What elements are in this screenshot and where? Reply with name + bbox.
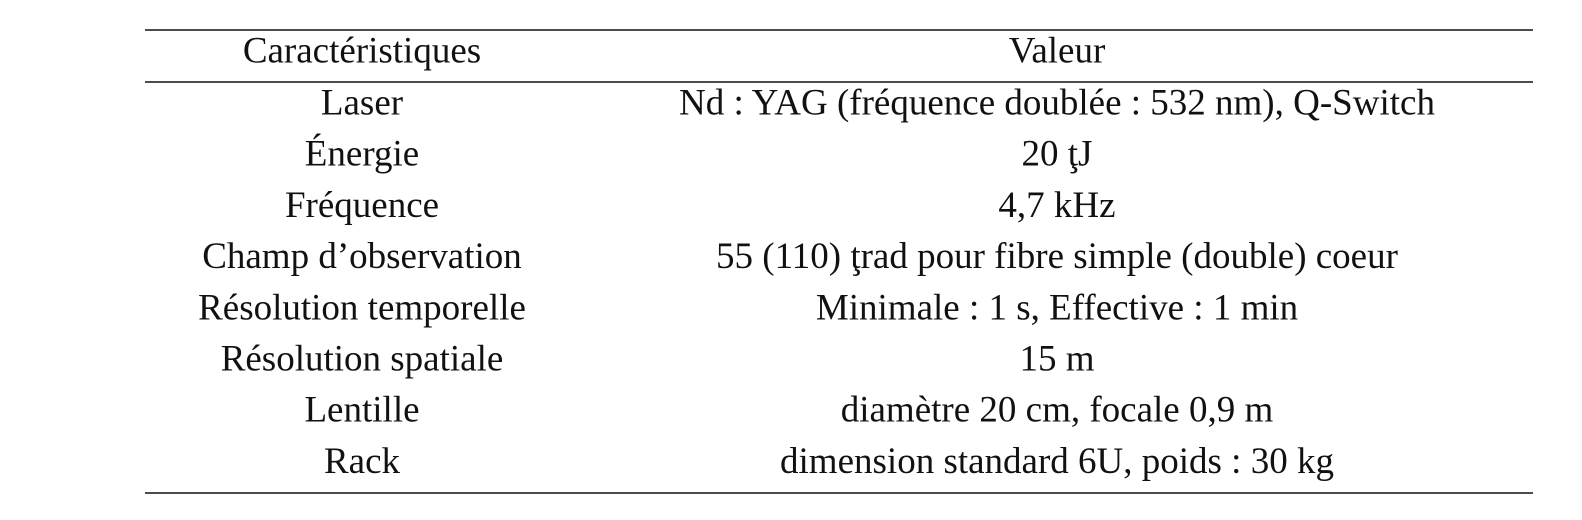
header-cell: Caractéristiques: [243, 30, 481, 71]
characteristic-cell: Lentille: [304, 390, 419, 431]
characteristic-cell: Résolution temporelle: [198, 287, 526, 328]
characteristic-cell: Laser: [321, 82, 403, 123]
characteristic-cell: Fréquence: [285, 185, 439, 226]
value-cell: diamètre 20 cm, focale 0,9 m: [841, 390, 1274, 431]
value-cell: 20 ţJ: [1022, 134, 1093, 175]
value-cell: dimension standard 6U, poids : 30 kg: [780, 441, 1334, 482]
header-cell: Valeur: [1009, 30, 1106, 71]
value-cell: 55 (110) ţrad pour fibre simple (double)…: [716, 236, 1398, 277]
value-cell: 15 m: [1019, 338, 1094, 379]
value-cell: 4,7 kHz: [998, 185, 1115, 226]
characteristic-cell: Rack: [324, 441, 401, 482]
characteristic-cell: Champ d’observation: [202, 236, 522, 277]
characteristic-cell: Résolution spatiale: [221, 338, 504, 379]
characteristic-cell: Énergie: [305, 133, 419, 175]
value-cell: Nd : YAG (fréquence doublée : 532 nm), Q…: [679, 82, 1435, 123]
value-cell: Minimale : 1 s, Effective : 1 min: [816, 287, 1298, 328]
